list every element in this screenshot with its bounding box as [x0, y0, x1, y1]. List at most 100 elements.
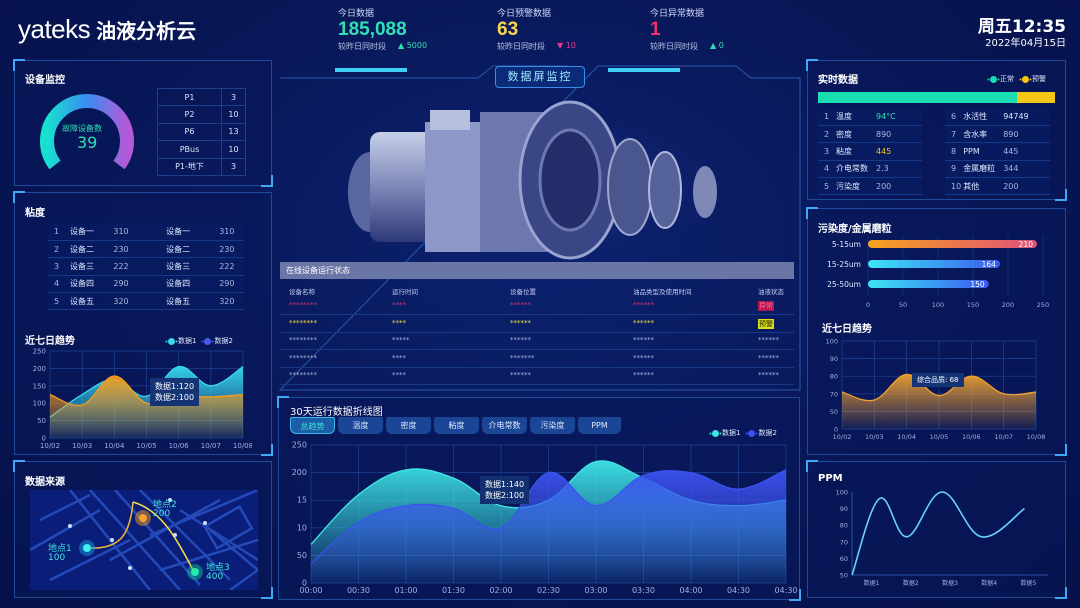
device-name: 设备五	[64, 292, 108, 311]
cell: ****	[392, 301, 406, 309]
pollution-title: 污染度/金属磨粒	[818, 224, 892, 235]
tab-4[interactable]: 粘度	[434, 417, 479, 434]
data-source-map[interactable]	[30, 490, 258, 590]
y-tick-label: 50	[840, 572, 848, 580]
kpi-delta: ▼ 10	[557, 41, 576, 50]
bar[interactable]	[868, 260, 1000, 268]
metric-value: 445	[874, 142, 922, 161]
tab-3[interactable]: 密度	[386, 417, 431, 434]
tab-6[interactable]: 污染度	[530, 417, 575, 434]
row-index: 2	[48, 240, 65, 259]
column-header[interactable]: 油品类型及使用时间	[633, 288, 692, 296]
oil-status: ******	[758, 336, 779, 344]
table-row[interactable]	[280, 298, 794, 315]
series-line-1	[49, 366, 244, 418]
kpi-compare-label: 较昨日同时段	[338, 42, 386, 51]
metric-name: PPM	[961, 142, 1002, 161]
series-line-2	[310, 469, 787, 565]
location-2-value: 200	[153, 509, 171, 519]
status-ratio-normal-fill	[818, 92, 1018, 103]
x-tick-label: 数据3	[942, 579, 958, 587]
bar-value-label: 150	[970, 280, 985, 289]
bar[interactable]	[868, 240, 1037, 248]
x-tick-label: 02:00	[489, 586, 512, 595]
y-tick-label: 250	[292, 441, 307, 450]
location-3-value: 400	[206, 572, 224, 582]
realtime-table-right: 6 水活性 94749 7 含水率 890 8 PPM 445 9 金属磨粒 344 10 其他 200	[945, 108, 1050, 196]
kpi-2: 今日预警数据 63 较昨日同时段 ▼ 10	[497, 6, 576, 52]
y-tick-label: 50	[297, 551, 307, 560]
kpi-compare-label: 较昨日同时段	[650, 42, 698, 51]
row-index: 9	[945, 160, 962, 179]
y-tick-label: 100	[836, 489, 848, 497]
tab-7[interactable]: PPM	[578, 417, 621, 434]
table-row[interactable]	[280, 351, 794, 368]
bar[interactable]	[868, 280, 989, 288]
row-index: 3	[818, 142, 834, 161]
column-header[interactable]: 油液状态	[758, 288, 784, 296]
x-tick-label: 10/06	[962, 433, 981, 441]
legend-item-data1[interactable]: 数据1	[168, 336, 196, 346]
legend-item-normal[interactable]: 正常	[990, 74, 1014, 84]
column-header[interactable]: 运行时间	[392, 288, 418, 296]
row-index: 5	[818, 177, 834, 196]
table-row[interactable]	[280, 368, 794, 385]
x-tick-label: 10/05	[136, 442, 156, 450]
y-tick-label: 70	[830, 390, 838, 398]
cell: ********	[289, 301, 317, 309]
y-tick-label: 70	[840, 538, 848, 546]
x-tick-label: 03:30	[632, 586, 655, 595]
x-tick-label: 10/06	[169, 442, 190, 450]
viscosity-trend-chart: 0 50 100 150 200 250 10/02 10/03 10/04 10/05 10/06…	[33, 348, 252, 451]
device-name: 设备四	[138, 275, 214, 294]
viscosity-tooltip: 数据1:120 数据2:100	[150, 378, 200, 406]
device-value: 290	[213, 275, 244, 294]
table-row[interactable]	[280, 316, 794, 333]
bar-label: 5-15um	[832, 240, 861, 249]
table-row: 6 水活性 94749	[945, 108, 1050, 126]
column-header[interactable]: 设备位置	[510, 288, 536, 296]
device-value: 310	[107, 223, 139, 241]
legend-item-warning[interactable]: 预警	[1022, 74, 1046, 84]
y-tick-label: 200	[292, 468, 307, 477]
row-index: 4	[818, 160, 834, 179]
kpi-1: 今日数据 185,088 较昨日同时段 ▲ 5000	[338, 6, 427, 52]
clock: 周五12:35	[977, 17, 1066, 37]
logo-brand: yateks	[18, 14, 91, 44]
thirty-day-chart: 0 50 10 15 200 250 00:00 00:30 01:00 01:30 02:00 02…	[292, 441, 798, 596]
tab-5[interactable]: 介电常数	[482, 417, 527, 434]
x-tick-label: 00:00	[299, 586, 322, 595]
table-row: 5 设备五 320 设备五 320	[48, 292, 244, 311]
cell: ******	[510, 336, 531, 344]
row-index: 8	[945, 142, 962, 161]
table-row[interactable]	[280, 333, 794, 350]
cell: ****	[392, 318, 406, 327]
device-value: 320	[213, 292, 244, 311]
cell: ****	[392, 353, 406, 362]
data-source-title: 数据来源	[25, 477, 65, 488]
x-tick-label: 10/03	[72, 442, 92, 450]
table-row: 7 含水率 890	[945, 125, 1050, 144]
x-tick-label: 02:30	[537, 586, 560, 595]
tab-2[interactable]: 温度	[338, 417, 383, 434]
column-header[interactable]: 设备名称	[289, 288, 315, 296]
table-row: PBus 10	[157, 140, 247, 159]
cell: *****	[392, 336, 410, 344]
table-row: 1 设备一 310 设备一 310	[48, 223, 244, 241]
metric-value: 94°C	[874, 108, 922, 126]
status-table-header-bar	[280, 262, 794, 279]
metric-value: 890	[874, 125, 922, 144]
legend-item-data2[interactable]: 数据2	[748, 428, 777, 438]
status-ratio-bar	[818, 92, 1055, 103]
cell: ********	[289, 353, 317, 362]
y-tick-label: 100	[826, 338, 838, 346]
device-value: 230	[107, 240, 139, 259]
legend-item-data2[interactable]: 数据2	[204, 336, 233, 346]
device-value: 222	[107, 257, 139, 276]
tab-1[interactable]: 总趋势	[290, 417, 335, 434]
cell-name: PBus	[157, 140, 222, 159]
realtime-title: 实时数据	[818, 75, 858, 86]
metric-name: 温度	[834, 108, 874, 126]
center-badge: 数据屏监控	[495, 66, 585, 88]
legend-item-data1[interactable]: 数据1	[712, 428, 740, 438]
